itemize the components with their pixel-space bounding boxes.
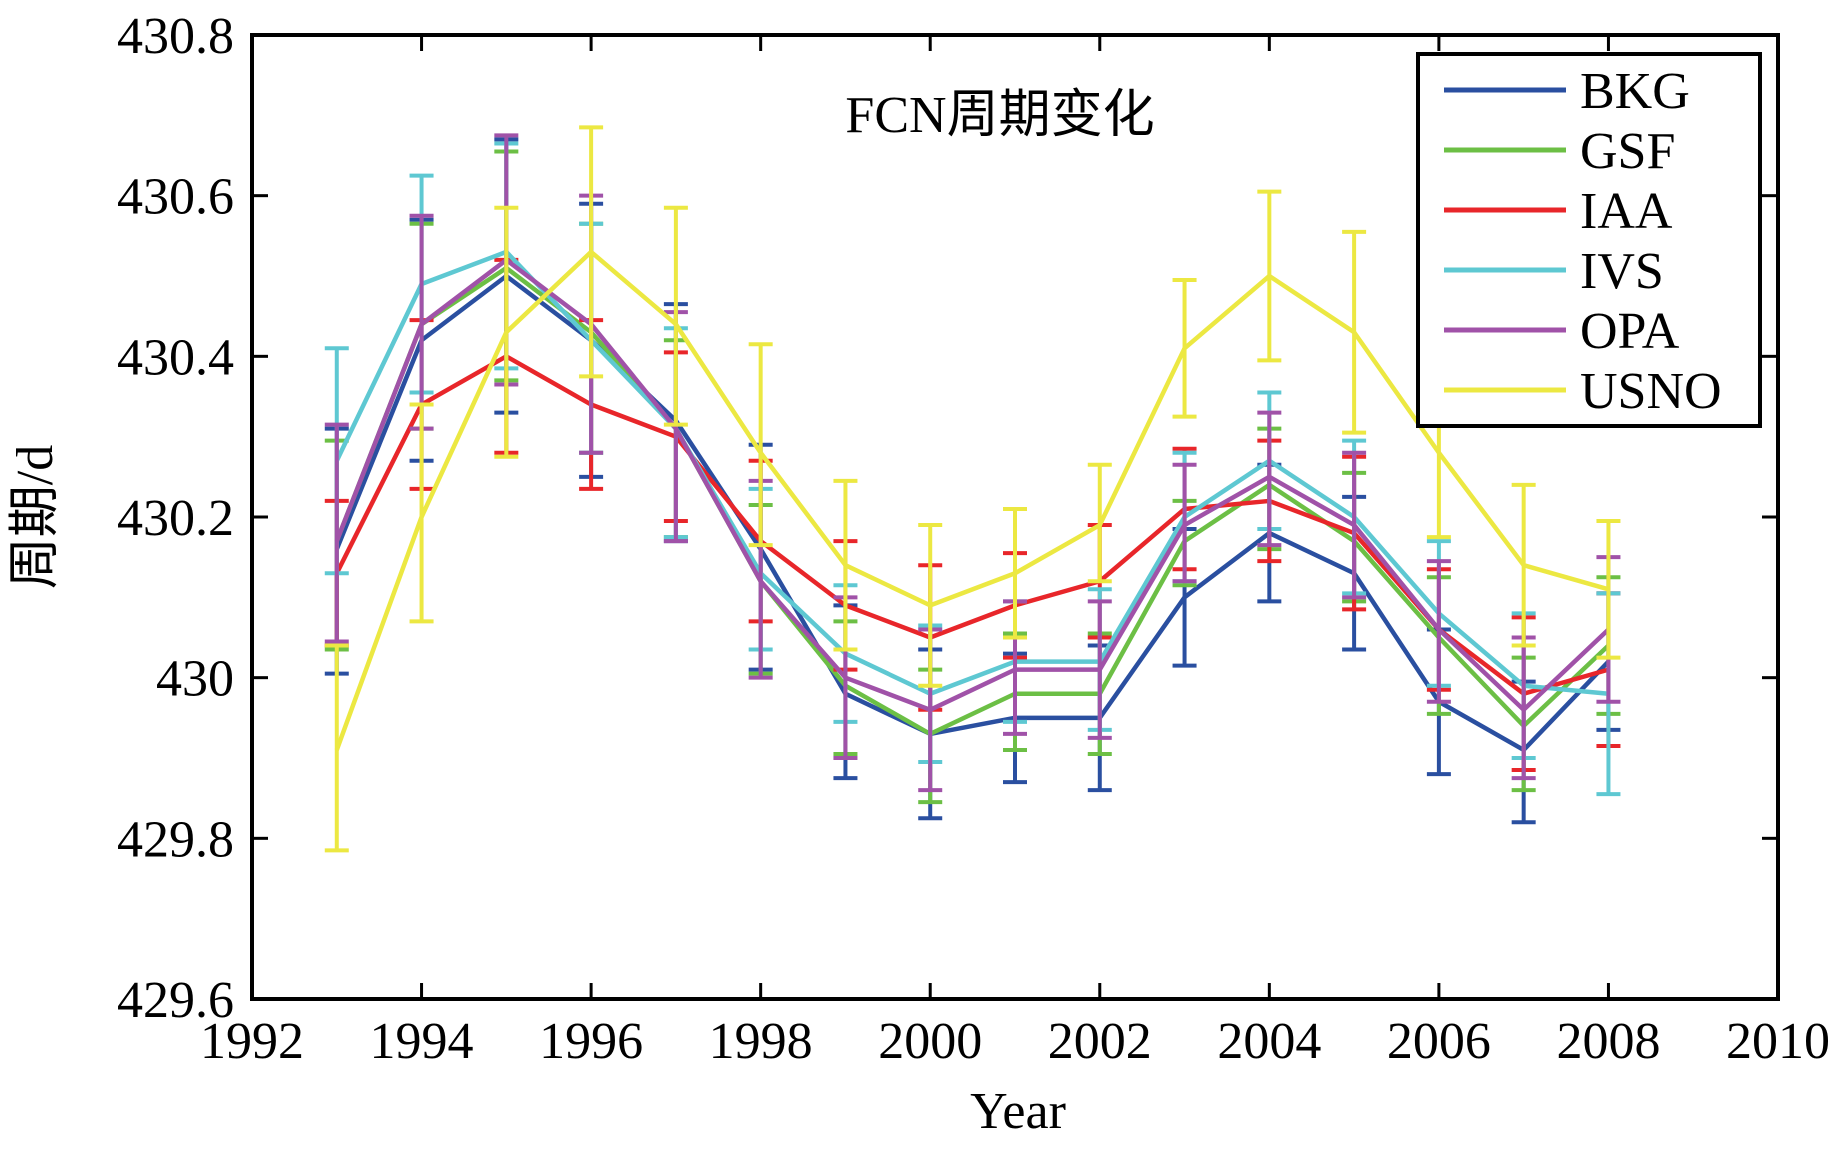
- legend-box: [1416, 52, 1762, 428]
- x-tick-label: 2006: [1387, 1013, 1491, 1070]
- legend-label: GSF: [1580, 123, 1675, 180]
- y-tick-label: 429.8: [117, 811, 234, 868]
- x-tick-label: 2008: [1556, 1013, 1660, 1070]
- series-usno: [324, 125, 1621, 853]
- legend-item-opa: OPA: [1444, 303, 1680, 360]
- legend-label: IVS: [1580, 243, 1664, 300]
- series-line-ivs: [334, 249, 1609, 696]
- legend-label: BKG: [1580, 63, 1690, 120]
- x-tick-label: 1996: [539, 1013, 643, 1070]
- x-tick-label: 2002: [1048, 1013, 1152, 1070]
- plot-frame: [250, 33, 1780, 1001]
- legend-item-usno: USNO: [1444, 363, 1722, 420]
- y-tick-label: 430.6: [117, 169, 234, 226]
- chart-title: FCN周期变化: [845, 87, 1154, 144]
- series-line-usno: [334, 249, 1610, 751]
- data-series: [324, 125, 1621, 853]
- x-tick-label: 1998: [709, 1013, 813, 1070]
- y-tick-label: 429.6: [117, 972, 234, 1029]
- legend-label: IAA: [1580, 183, 1673, 240]
- x-tick-label: 2000: [878, 1013, 982, 1070]
- x-axis-label: Year: [970, 1083, 1066, 1140]
- x-tick-label: 1992: [200, 1013, 304, 1070]
- y-tick-label: 430.8: [117, 8, 234, 65]
- y-tick-label: 430.4: [117, 329, 234, 386]
- legend-item-ivs: IVS: [1444, 243, 1664, 300]
- y-tick-label: 430: [156, 651, 234, 708]
- legend-item-gsf: GSF: [1444, 123, 1675, 180]
- series-line-iaa: [334, 354, 1610, 696]
- x-tick-label: 1994: [370, 1013, 474, 1070]
- legend-label: USNO: [1580, 363, 1722, 420]
- y-axis-label: 周期/d: [7, 445, 64, 589]
- x-tick-label: 2010: [1726, 1013, 1830, 1070]
- legend-item-bkg: BKG: [1444, 63, 1690, 120]
- legend-label: OPA: [1580, 303, 1680, 360]
- series-line-bkg: [334, 273, 1611, 753]
- tick-labels: 1992 1994 1996 1998 2000 2002 2004 2006 2008 2010…: [117, 8, 1830, 1070]
- series-line-gsf: [334, 265, 1610, 737]
- legend-item-iaa: IAA: [1444, 183, 1673, 240]
- y-tick-label: 430.2: [117, 490, 234, 547]
- x-tick-label: 2004: [1217, 1013, 1321, 1070]
